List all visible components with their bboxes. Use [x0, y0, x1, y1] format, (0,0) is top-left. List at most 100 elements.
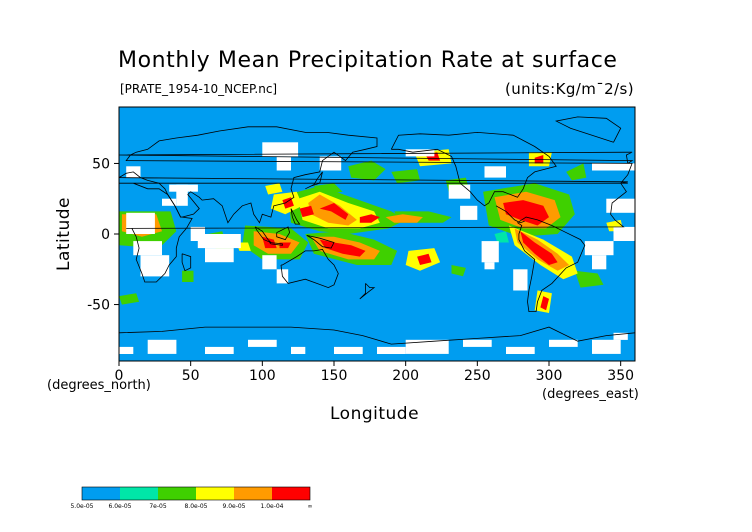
- missing-block-34: [405, 149, 435, 157]
- coastline-11: [306, 235, 335, 249]
- coastline-6: [280, 249, 339, 289]
- precip-region-44: [313, 183, 343, 195]
- missing-block-27: [405, 339, 449, 354]
- missing-block-26: [377, 346, 406, 354]
- missing-block-23: [248, 339, 277, 347]
- colorbar-level-label: ∞: [308, 503, 313, 510]
- precip-region-27: [520, 231, 558, 265]
- missing-block-21: [147, 339, 177, 354]
- precip-region-46: [119, 293, 140, 305]
- missing-block-38: [162, 198, 177, 206]
- coastline-5: [119, 182, 628, 283]
- x-axis-label: Longitude: [330, 404, 420, 424]
- missing-block-35: [484, 166, 506, 178]
- missing-block-15: [606, 198, 635, 213]
- coastline-0: [390, 131, 557, 207]
- missing-block-12: [513, 269, 528, 291]
- precip-region-41: [348, 160, 386, 181]
- colorbar-level-label: 9.0e-05: [222, 503, 245, 510]
- y-tick-label: -50: [87, 298, 110, 314]
- missing-block-22: [205, 346, 234, 354]
- missing-block-7: [276, 156, 291, 171]
- coastline-3: [554, 116, 622, 143]
- coastline-9: [269, 242, 283, 246]
- colorbar-level-label: 5.0e-05: [70, 503, 93, 510]
- precip-region-43: [265, 183, 283, 195]
- colorbar-swatch-0: [82, 487, 120, 500]
- coastline-2: [517, 216, 586, 312]
- missing-block-13: [584, 241, 614, 256]
- x-tick-label: 50: [182, 368, 200, 384]
- missing-block-1: [197, 234, 241, 249]
- coastline-1: [495, 205, 525, 224]
- missing-block-9: [460, 205, 478, 220]
- file-label: [PRATE_1954-10_NCEP.nc]: [120, 82, 278, 96]
- missing-block-14: [592, 255, 607, 270]
- colorbar: 5.0e-05 6.0e-05 7e-05 8.0e-05 9.0e-05 1.0e-04…: [70, 486, 313, 510]
- coastline-16: [290, 208, 301, 225]
- colorbar-level-label: 8.0e-05: [184, 503, 207, 510]
- missing-block-2: [205, 248, 234, 263]
- missing-block-25: [334, 346, 363, 354]
- colorbar-level-label: 1.0e-04: [260, 503, 283, 510]
- precip-region-5: [359, 214, 380, 223]
- missing-block-8: [448, 184, 471, 199]
- precip-region-8: [319, 239, 366, 257]
- coastline-14: [119, 151, 634, 164]
- coastline-10: [276, 226, 291, 241]
- colorbar-swatch-2: [158, 487, 196, 500]
- precip-region-48: [494, 231, 509, 243]
- precip-region-38: [566, 163, 587, 181]
- colorbar-swatch-1: [120, 487, 158, 500]
- x-unit-label: (degrees_east): [542, 387, 639, 402]
- map-title: Monthly Mean Precipitation Rate at surfa…: [118, 48, 618, 73]
- precip-region-30: [574, 270, 604, 288]
- precip-region-24: [503, 200, 549, 226]
- y-tick-label: 50: [92, 156, 110, 172]
- x-tick-label: 200: [392, 368, 419, 384]
- x-tick-label: 350: [607, 368, 634, 384]
- axis-ticks: 0 50 100 150 200 250 300 350 -50 0 50: [87, 156, 634, 384]
- missing-block-32: [319, 156, 342, 171]
- precip-region-18: [282, 197, 294, 209]
- missing-block-39: [169, 184, 198, 192]
- missing-block-29: [506, 346, 535, 354]
- x-tick-label: 300: [536, 368, 563, 384]
- missing-block-33: [613, 332, 628, 340]
- precip-region-16: [253, 231, 300, 254]
- missing-block-5: [140, 255, 170, 277]
- precip-region-0: [319, 203, 349, 220]
- coastline-13: [359, 283, 376, 300]
- colorbar-swatch-4: [234, 487, 272, 500]
- missing-block-11: [484, 262, 495, 270]
- colorbar-level-label: 7e-05: [149, 503, 166, 510]
- missing-block-28: [463, 339, 492, 347]
- missing-block-31: [592, 339, 621, 354]
- precip-region-13: [451, 265, 466, 277]
- colorbar-swatch-5: [272, 487, 310, 500]
- colorbar-swatch-3: [196, 487, 234, 500]
- y-unit-label: (degrees_north): [47, 378, 151, 393]
- x-tick-label: 250: [464, 368, 491, 384]
- missing-data-layer: [119, 142, 635, 354]
- coastline-7: [181, 253, 192, 272]
- precip-region-11: [417, 253, 432, 265]
- x-tick-label: 0: [115, 368, 124, 384]
- missing-block-18: [262, 255, 277, 270]
- missing-block-10: [481, 241, 499, 263]
- missing-block-24: [291, 346, 306, 354]
- units-label: (units:Kg/m¯2/s): [505, 80, 634, 98]
- coastline-layer: [119, 116, 635, 345]
- missing-block-30: [549, 339, 578, 347]
- missing-block-4: [133, 241, 162, 256]
- precip-region-23: [182, 270, 194, 282]
- coastline-15: [119, 326, 635, 345]
- x-tick-label: 150: [321, 368, 348, 384]
- missing-block-3: [126, 212, 155, 234]
- y-tick-label: 0: [101, 227, 110, 243]
- missing-block-20: [119, 346, 134, 354]
- missing-block-16: [613, 226, 635, 241]
- missing-block-6: [262, 142, 299, 157]
- precip-region-4: [299, 205, 314, 218]
